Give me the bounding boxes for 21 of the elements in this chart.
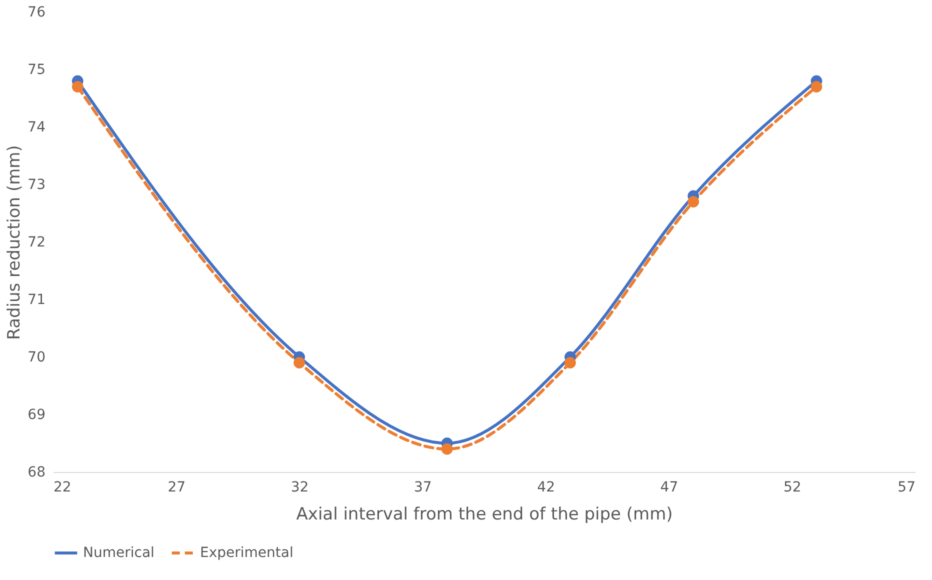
x-tick-label: 47 — [660, 480, 678, 496]
legend-label: Numerical — [83, 545, 154, 561]
x-tick-label: 22 — [54, 480, 72, 496]
x-tick-label: 57 — [898, 480, 916, 496]
y-tick-label: 72 — [28, 234, 46, 250]
y-tick-label: 76 — [28, 4, 46, 20]
x-tick-label: 52 — [783, 480, 802, 496]
y-tick-label: 73 — [28, 177, 46, 193]
x-axis-title: Axial interval from the end of the pipe (mm) — [296, 504, 673, 524]
x-tick-label: 42 — [537, 480, 555, 496]
y-tick-label: 68 — [28, 464, 46, 480]
y-tick-label: 70 — [28, 350, 46, 366]
y-tick-label: 71 — [28, 292, 46, 308]
x-tick-label: 37 — [414, 480, 432, 496]
x-tick-label: 32 — [290, 480, 309, 496]
y-tick-label: 69 — [28, 407, 46, 423]
y-axis-title: Radius reduction (mm) — [4, 145, 25, 340]
x-tick-label: 27 — [168, 480, 186, 496]
legend-label: Experimental — [200, 545, 294, 561]
y-tick-label: 75 — [28, 62, 46, 78]
y-tick-label: 74 — [28, 120, 46, 136]
